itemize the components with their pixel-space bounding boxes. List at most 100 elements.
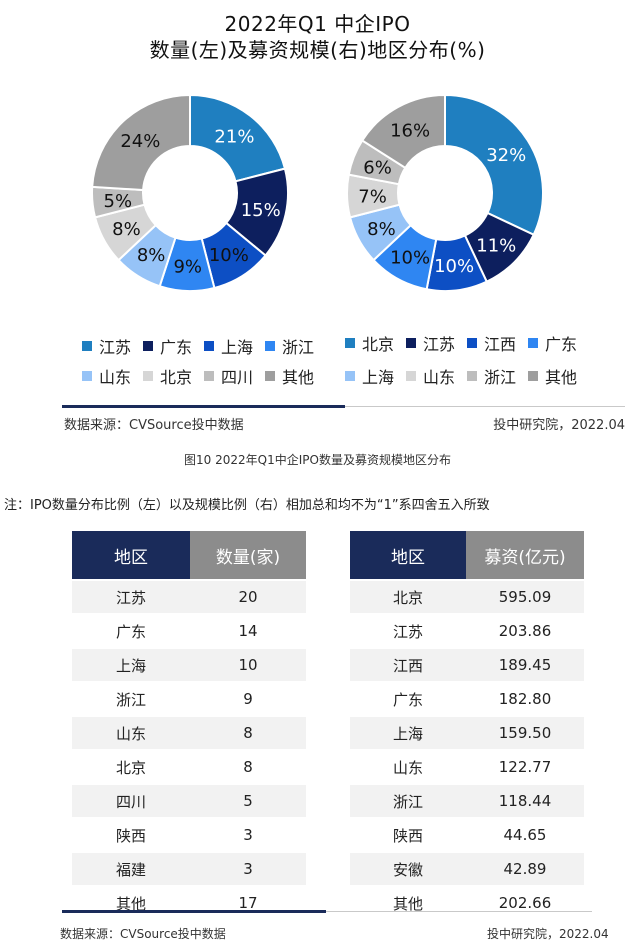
left-legend-item: 广东	[143, 334, 200, 358]
legend-label: 山东	[99, 368, 132, 387]
table-row: 江苏 203.86	[350, 615, 584, 647]
left-legend-item: 浙江	[265, 334, 322, 358]
source-text-top: 数据来源：CVSource投中数据	[64, 418, 244, 433]
legend-swatch	[345, 338, 355, 348]
left-legend-item: 北京	[143, 364, 200, 388]
divider-bottom	[62, 910, 592, 913]
left-value-cell: 8	[190, 751, 306, 783]
right-value-cell: 122.77	[466, 751, 584, 783]
legend-swatch	[82, 341, 92, 351]
legend-label: 山东	[423, 368, 456, 387]
right-value-cell: 44.65	[466, 819, 584, 851]
right-region-cell: 山东	[350, 751, 466, 783]
table-right-header-region: 地区	[350, 531, 466, 579]
left-region-cell: 四川	[72, 785, 190, 817]
table-row: 陕西 44.65	[350, 819, 584, 851]
left-legend-item: 山东	[82, 364, 139, 388]
table-right-header-amount: 募资(亿元)	[466, 531, 584, 579]
legend-swatch	[528, 338, 539, 348]
left-value-cell: 3	[190, 819, 306, 851]
legend-swatch	[143, 341, 154, 351]
legend-swatch	[82, 371, 92, 381]
donut-chart-right: 32%11%10%10%8%7%6%16%	[346, 93, 544, 292]
left-region-cell: 其他	[72, 887, 190, 919]
divider-top	[62, 405, 625, 408]
right-region-cell: 广东	[350, 683, 466, 715]
table-row: 安徽 42.89	[350, 853, 584, 885]
legend-label: 其他	[545, 368, 578, 387]
table-row: 陕西 3	[72, 819, 306, 851]
legend-label: 浙江	[282, 338, 315, 357]
legend-label: 上海	[221, 338, 254, 357]
donut-data-label: 16%	[390, 120, 430, 141]
right-legend-item: 山东	[406, 364, 463, 388]
left-value-cell: 17	[190, 887, 306, 919]
donut-data-label: 21%	[214, 127, 254, 148]
left-value-cell: 3	[190, 853, 306, 885]
donut-data-label: 6%	[363, 157, 392, 178]
donut-data-label: 8%	[367, 219, 396, 240]
table-row: 江苏 20	[72, 581, 306, 613]
table-row: 广东 182.80	[350, 683, 584, 715]
table-row: 其他 17	[72, 887, 306, 919]
right-value-cell: 189.45	[466, 649, 584, 681]
note-text: 注：IPO数量分布比例（左）以及规模比例（右）相加总和均不为“1”系四舍五入所致	[4, 498, 490, 513]
right-region-cell: 其他	[350, 887, 466, 919]
right-region-cell: 北京	[350, 581, 466, 613]
table-row: 四川 5	[72, 785, 306, 817]
left-value-cell: 14	[190, 615, 306, 647]
donut-data-label: 10%	[434, 256, 474, 277]
right-region-cell: 浙江	[350, 785, 466, 817]
legend-right-row2: 上海 山东 浙江 其他	[345, 364, 589, 388]
legend-label: 江苏	[423, 335, 456, 354]
donut-slice-北京	[444, 93, 544, 237]
legend-label: 四川	[221, 368, 254, 387]
legend-swatch	[467, 338, 478, 348]
donut-data-label: 7%	[358, 186, 387, 207]
legend-label: 北京	[362, 335, 395, 354]
legend-label: 北京	[160, 368, 193, 387]
donut-data-label: 24%	[120, 131, 160, 152]
right-value-cell: 182.80	[466, 683, 584, 715]
legend-right-row1: 北京 江苏 江西 广东	[345, 331, 589, 355]
donut-data-label: 5%	[104, 191, 133, 212]
donut-data-label: 8%	[112, 219, 141, 240]
left-region-cell: 陕西	[72, 819, 190, 851]
donut-slice-江苏	[189, 93, 287, 183]
left-value-cell: 5	[190, 785, 306, 817]
legend-swatch	[265, 341, 276, 351]
legend-label: 广东	[545, 335, 578, 354]
left-region-cell: 广东	[72, 615, 190, 647]
legend-swatch	[345, 371, 355, 381]
left-value-cell: 9	[190, 683, 306, 715]
right-value-cell: 595.09	[466, 581, 584, 613]
table-left: 地区 数量(家) 江苏 20 广东 14 上海 10 浙江 9 山东 8 北京 8 四川 5 陕西 3 福建 3 其…	[72, 529, 306, 921]
table-row: 福建 3	[72, 853, 306, 885]
table-row: 北京 8	[72, 751, 306, 783]
left-value-cell: 20	[190, 581, 306, 613]
right-legend-item: 浙江	[467, 364, 524, 388]
table-row: 上海 159.50	[350, 717, 584, 749]
legend-swatch	[528, 371, 539, 381]
table-row: 北京 595.09	[350, 581, 584, 613]
right-value-cell: 202.66	[466, 887, 584, 919]
left-legend-item: 四川	[204, 364, 261, 388]
legend-swatch	[204, 341, 215, 351]
donut-data-label: 32%	[486, 145, 526, 166]
table-row: 山东 122.77	[350, 751, 584, 783]
table-row: 江西 189.45	[350, 649, 584, 681]
right-legend-item: 江苏	[406, 331, 463, 355]
right-value-cell: 159.50	[466, 717, 584, 749]
right-value-cell: 203.86	[466, 615, 584, 647]
legend-swatch	[406, 338, 417, 348]
donut-data-label: 10%	[390, 248, 430, 269]
legend-swatch	[204, 371, 215, 381]
left-value-cell: 10	[190, 649, 306, 681]
legend-label: 浙江	[484, 368, 517, 387]
table-row: 浙江 118.44	[350, 785, 584, 817]
right-legend-item: 其他	[528, 364, 585, 388]
table-left-header-region: 地区	[72, 531, 190, 579]
donut-data-label: 11%	[476, 235, 516, 256]
legend-label: 上海	[362, 368, 395, 387]
table-row: 浙江 9	[72, 683, 306, 715]
